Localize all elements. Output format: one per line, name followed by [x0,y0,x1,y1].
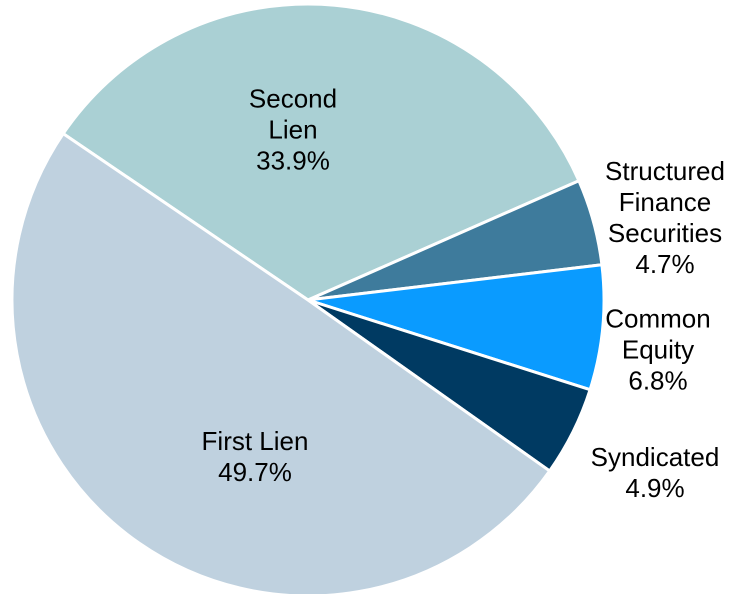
value-label: 33.9% [256,145,330,176]
slice-label: Structured Finance Securities 4.7% [580,156,750,280]
category-name: First Lien [201,426,309,456]
slice-label: Common Equity 6.8% [588,304,728,397]
value-label: 6.8% [628,365,688,396]
category-name: Syndicated [590,442,720,472]
pie-slice [61,2,581,302]
slice-label: First Lien 49.7% [145,426,365,488]
value-label: 4.7% [635,249,695,279]
slice-label: Second Lien 33.9% [228,84,358,177]
category-name: Common Equity [605,303,711,365]
value-label: 4.9% [625,473,685,503]
value-label: 49.7% [218,457,292,487]
pie-slice [10,132,552,594]
slice-label: Syndicated 4.9% [565,442,745,504]
category-name: Structured Finance Securities [605,156,725,248]
pie-slice [306,263,606,392]
category-name: Second Lien [248,83,338,145]
